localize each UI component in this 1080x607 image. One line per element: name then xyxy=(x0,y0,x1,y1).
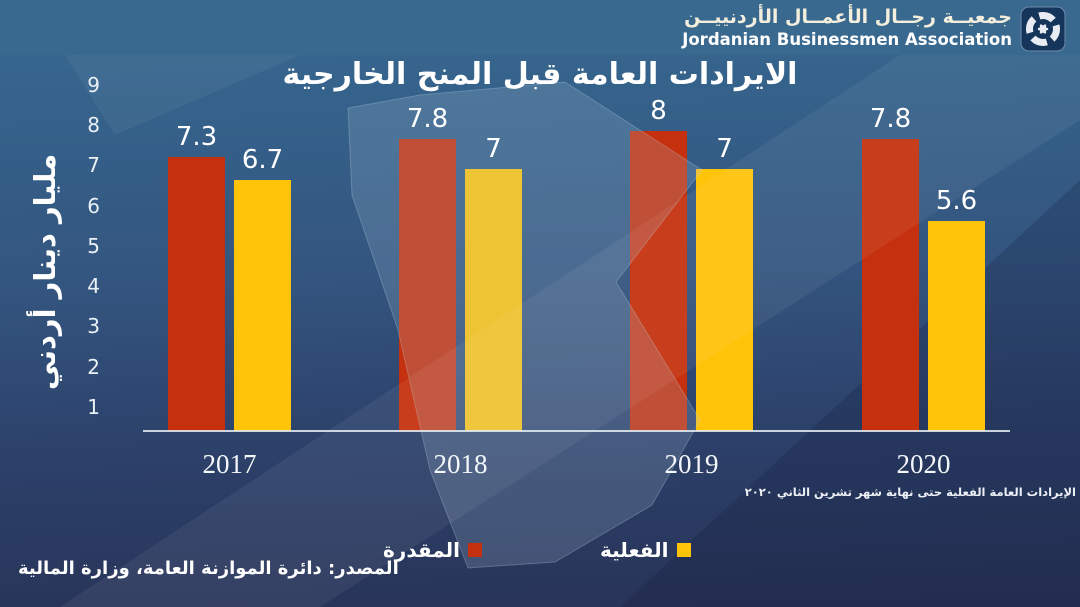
footnote-text: الإيرادات العامة الفعلية حتى نهاية شهر ت… xyxy=(744,485,1076,499)
bar-actual-2020 xyxy=(928,221,985,431)
bar-actual-2017 xyxy=(234,179,291,431)
bar-actual-2019 xyxy=(696,168,753,431)
y-tick-5: 5 xyxy=(87,233,100,258)
legend-item-actual: الفعلية xyxy=(600,537,691,563)
y-tick-1: 1 xyxy=(87,394,100,419)
jba-pinwheel-logo-icon xyxy=(1020,6,1066,52)
y-tick-6: 6 xyxy=(87,193,100,218)
bar-estimated-2019 xyxy=(630,131,687,431)
x-category-2018: 2018 xyxy=(433,449,488,479)
x-category-2020: 2020 xyxy=(896,449,951,479)
org-name-arabic: جمعيــة رجــال الأعمــال الأردنييــن xyxy=(684,6,1012,28)
y-tick-9: 9 xyxy=(87,72,100,97)
bar-estimated-2017 xyxy=(168,157,225,431)
bar-value-estimated-2019: 8 xyxy=(650,96,667,126)
x-category-2017: 2017 xyxy=(202,449,257,479)
bar-value-actual-2018: 7 xyxy=(485,133,502,164)
y-tick-3: 3 xyxy=(87,314,100,339)
bar-value-estimated-2017: 7.3 xyxy=(175,122,218,153)
bar-estimated-2020 xyxy=(862,138,919,431)
y-tick-4: 4 xyxy=(87,274,100,298)
chart-title: الايرادات العامة قبل المنح الخارجية xyxy=(282,57,798,92)
y-tick-2: 2 xyxy=(87,354,100,379)
y-tick-8: 8 xyxy=(87,113,100,137)
legend-label-actual: الفعلية xyxy=(600,538,669,562)
bar-actual-2018 xyxy=(465,168,522,431)
legend-label-estimated: المقدرة xyxy=(383,538,461,562)
x-category-2019: 2019 xyxy=(664,449,719,479)
bar-value-actual-2017: 6.7 xyxy=(241,144,284,175)
source-text: المصدر: دائرة الموازنة العامة، وزارة الم… xyxy=(18,558,399,579)
x-axis-line xyxy=(143,430,1010,432)
bar-value-actual-2019: 7 xyxy=(716,133,733,164)
chart-legend: المقدرة الفعلية xyxy=(0,537,1080,563)
bar-value-estimated-2020: 7.8 xyxy=(869,103,912,134)
legend-swatch-actual xyxy=(676,543,691,557)
bar-estimated-2018 xyxy=(399,138,456,431)
legend-item-estimated: المقدرة xyxy=(383,537,483,563)
bar-value-actual-2020: 5.6 xyxy=(935,186,978,216)
legend-swatch-estimated xyxy=(468,543,483,557)
header-band: جمعيــة رجــال الأعمــال الأردنييــن Jor… xyxy=(0,0,1080,55)
y-axis-label: مليار دينار أردني xyxy=(28,153,62,391)
y-tick-7: 7 xyxy=(87,153,100,178)
bar-value-estimated-2018: 7.8 xyxy=(406,103,449,134)
org-name-english: Jordanian Businessmen Association xyxy=(682,30,1012,49)
